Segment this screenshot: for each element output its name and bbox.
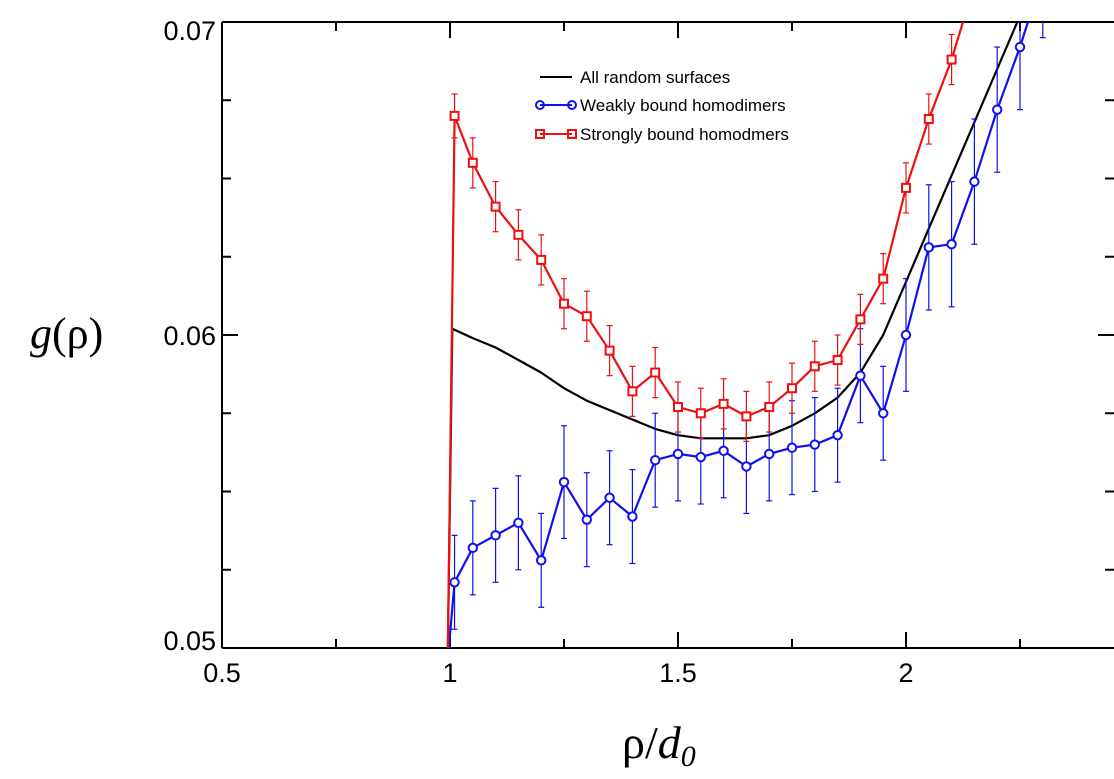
legend: All random surfaces Weakly bound homodim… bbox=[535, 68, 789, 144]
legend-marker-strongly-right bbox=[567, 129, 577, 139]
series-0 bbox=[446, 22, 1019, 648]
point-1-19 bbox=[855, 370, 866, 381]
axis-ticks bbox=[221, 21, 1114, 649]
point-2-11 bbox=[673, 401, 683, 412]
x-axis-title: ρ/d0 bbox=[622, 717, 696, 773]
series-1 bbox=[447, 22, 1046, 648]
x-axis-title-sub: 0 bbox=[681, 740, 696, 773]
point-2-10 bbox=[650, 367, 661, 378]
point-1-6 bbox=[558, 476, 570, 488]
x-axis-title-italic: d bbox=[658, 717, 682, 768]
point-2-13 bbox=[718, 398, 729, 409]
x-tick-label-3: 2 bbox=[898, 658, 913, 688]
point-1-4 bbox=[513, 517, 524, 528]
point-2-4 bbox=[513, 229, 524, 240]
plot-frame bbox=[221, 21, 1114, 649]
point-1-25 bbox=[992, 104, 1003, 115]
y-tick-label-1: 0.06 bbox=[163, 321, 216, 351]
series-2 bbox=[446, 22, 965, 648]
point-2-18 bbox=[832, 355, 843, 366]
series-line-1 bbox=[447, 22, 1030, 648]
point-2-23 bbox=[946, 54, 957, 65]
point-1-24 bbox=[969, 176, 980, 187]
point-1-11 bbox=[672, 448, 684, 460]
point-1-5 bbox=[536, 555, 547, 566]
point-2-2 bbox=[467, 157, 478, 168]
point-1-8 bbox=[604, 492, 615, 503]
y-axis-title-italic: g bbox=[30, 309, 52, 358]
point-1-14 bbox=[741, 461, 752, 472]
series-layer bbox=[446, 22, 1046, 648]
point-1-22 bbox=[923, 242, 934, 253]
point-1-17 bbox=[809, 439, 820, 450]
x-tick-label-2: 1.5 bbox=[659, 658, 697, 688]
legend-label-strongly: Strongly bound homodmers bbox=[580, 125, 789, 144]
axis-tick-labels: 0.5 1 1.5 2 0.05 0.06 0.07 bbox=[163, 16, 913, 688]
point-1-21 bbox=[900, 329, 912, 341]
point-2-16 bbox=[787, 383, 797, 394]
point-1-7 bbox=[581, 514, 592, 525]
point-2-20 bbox=[878, 273, 889, 284]
point-1-12 bbox=[695, 451, 706, 463]
series-line-0 bbox=[446, 22, 1019, 648]
point-1-23 bbox=[946, 239, 957, 250]
point-2-17 bbox=[809, 361, 820, 372]
y-tick-label-2: 0.07 bbox=[163, 16, 216, 46]
legend-marker-weakly-right bbox=[567, 100, 577, 110]
point-2-5 bbox=[536, 254, 547, 265]
point-2-15 bbox=[764, 401, 775, 412]
point-1-10 bbox=[650, 455, 661, 466]
point-2-21 bbox=[901, 182, 911, 193]
point-2-14 bbox=[741, 411, 752, 422]
point-2-19 bbox=[855, 314, 866, 325]
point-2-12 bbox=[695, 408, 706, 419]
point-1-20 bbox=[878, 408, 889, 419]
legend-marker-strongly-left bbox=[535, 129, 545, 139]
legend-label-weakly: Weakly bound homodimers bbox=[580, 96, 786, 115]
point-1-13 bbox=[718, 445, 729, 457]
x-tick-label-1: 1 bbox=[442, 658, 457, 688]
point-1-3 bbox=[490, 530, 501, 541]
legend-marker-weakly-left bbox=[535, 100, 545, 110]
point-2-1 bbox=[449, 110, 460, 121]
point-1-15 bbox=[764, 448, 775, 460]
point-2-8 bbox=[604, 345, 615, 356]
x-tick-label-0: 0.5 bbox=[203, 658, 241, 688]
point-1-9 bbox=[627, 511, 638, 522]
y-axis-title-paren: (ρ) bbox=[52, 309, 103, 358]
y-tick-label-0: 0.05 bbox=[163, 626, 216, 656]
legend-label-all-random: All random surfaces bbox=[580, 68, 730, 87]
point-1-2 bbox=[467, 542, 478, 554]
x-axis-title-main: ρ/ bbox=[622, 717, 658, 768]
point-2-3 bbox=[490, 201, 501, 212]
point-2-22 bbox=[923, 114, 934, 125]
point-2-7 bbox=[581, 311, 592, 322]
point-2-9 bbox=[627, 386, 638, 397]
point-1-18 bbox=[832, 429, 843, 441]
point-2-6 bbox=[559, 298, 569, 309]
point-1-26 bbox=[1014, 41, 1026, 53]
point-1-16 bbox=[786, 442, 798, 453]
y-axis-title: g(ρ) bbox=[30, 309, 103, 358]
point-1-1 bbox=[449, 577, 460, 588]
